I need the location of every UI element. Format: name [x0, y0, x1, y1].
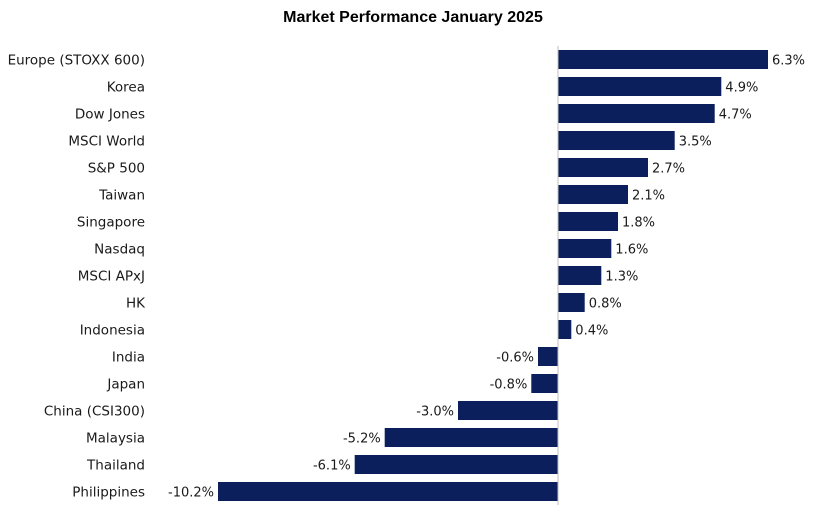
- value-label-malaysia: -5.2%: [343, 432, 381, 447]
- value-label-msci-world: 3.5%: [679, 135, 712, 150]
- bar-nasdaq: [558, 239, 612, 258]
- value-label-japan: -0.8%: [490, 378, 528, 393]
- category-label-msci-apxj: MSCI APxJ: [78, 269, 145, 285]
- value-label-singapore: 1.8%: [622, 216, 655, 231]
- category-label-msci-world: MSCI World: [68, 134, 145, 150]
- category-labels: Europe (STOXX 600) Korea Dow Jones MSCI Wor…: [8, 53, 147, 501]
- category-label-europe-stoxx-600: Europe (STOXX 600): [8, 53, 145, 69]
- category-label-hk: HK: [126, 296, 146, 312]
- bar-taiwan: [558, 185, 628, 204]
- value-label-thailand: -6.1%: [313, 459, 351, 474]
- value-label-nasdaq: 1.6%: [615, 243, 648, 258]
- category-label-singapore: Singapore: [77, 215, 145, 231]
- bar-msci-apxj: [558, 266, 602, 285]
- category-label-indonesia: Indonesia: [80, 323, 145, 339]
- category-label-malaysia: Malaysia: [86, 431, 145, 447]
- value-label-india: -0.6%: [496, 351, 534, 366]
- value-label-philippines: -10.2%: [168, 486, 214, 501]
- bar-europe-stoxx-600: [558, 50, 768, 69]
- category-label-dow-jones: Dow Jones: [75, 107, 145, 123]
- category-label-taiwan: Taiwan: [98, 188, 145, 204]
- value-label-china-csi300: -3.0%: [416, 405, 454, 420]
- bar-s-p-500: [558, 158, 648, 177]
- value-label-europe-stoxx-600: 6.3%: [772, 54, 805, 69]
- bar-malaysia: [384, 428, 558, 447]
- bar-singapore: [558, 212, 618, 231]
- value-label-indonesia: 0.4%: [575, 324, 608, 339]
- bar-thailand: [354, 455, 558, 474]
- value-labels: 6.3% 4.9% 4.7% 3.5% 2.7% 2.1% 1.8% 1.6% 1.3% 0.8%…: [168, 54, 805, 501]
- category-label-philippines: Philippines: [72, 485, 145, 501]
- value-label-korea: 4.9%: [725, 81, 758, 96]
- category-label-nasdaq: Nasdaq: [94, 242, 145, 258]
- value-label-msci-apxj: 1.3%: [605, 270, 638, 285]
- category-label-korea: Korea: [107, 80, 145, 96]
- bars-group: [218, 50, 768, 501]
- value-label-taiwan: 2.1%: [632, 189, 665, 204]
- bar-china-csi300: [458, 401, 558, 420]
- value-label-dow-jones: 4.7%: [719, 108, 752, 123]
- category-label-india: India: [112, 350, 145, 366]
- bar-dow-jones: [558, 104, 715, 123]
- bar-philippines: [218, 482, 558, 501]
- bar-msci-world: [558, 131, 675, 150]
- category-label-china-csi300: China (CSI300): [44, 404, 145, 420]
- bar-indonesia: [558, 320, 572, 339]
- bar-hk: [558, 293, 585, 312]
- chart-title: Market Performance January 2025: [283, 9, 543, 26]
- value-label-s-p-500: 2.7%: [652, 162, 685, 177]
- category-label-s-p-500: S&P 500: [88, 161, 145, 177]
- bar-korea: [558, 77, 722, 96]
- bar-india: [538, 347, 558, 366]
- value-label-hk: 0.8%: [589, 297, 622, 312]
- category-label-japan: Japan: [106, 377, 145, 393]
- category-label-thailand: Thailand: [86, 458, 145, 474]
- bar-japan: [531, 374, 558, 393]
